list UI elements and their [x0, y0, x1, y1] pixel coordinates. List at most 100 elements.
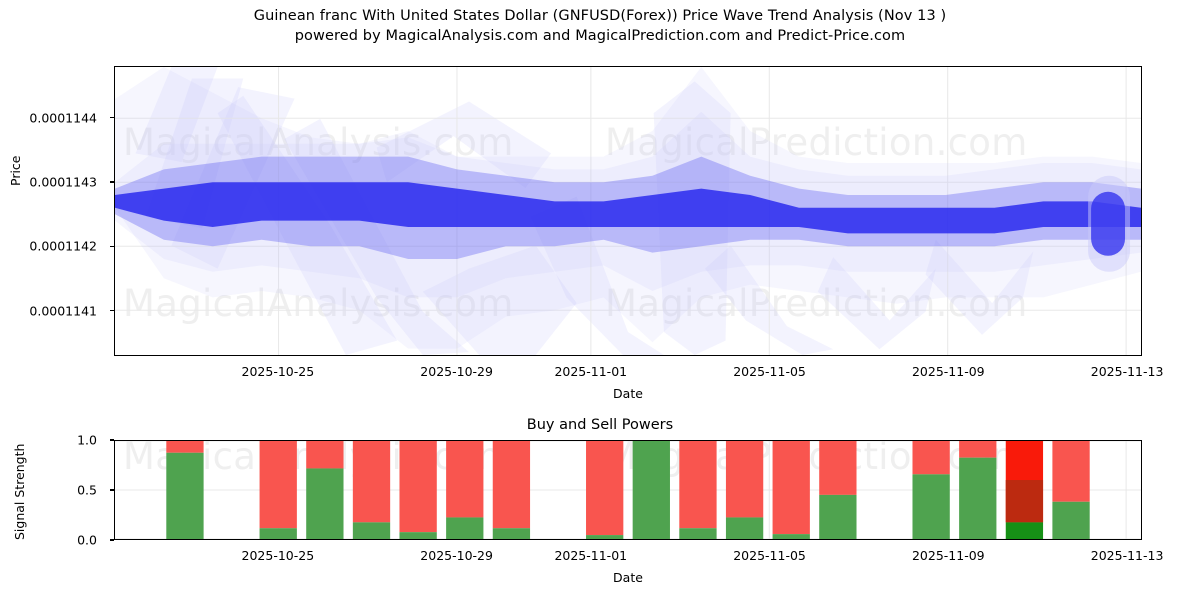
signal-bar[interactable] — [399, 441, 437, 539]
buy-power-segment — [772, 534, 810, 539]
x-tick-label: 2025-11-13 — [1090, 364, 1164, 379]
price-y-ticks: 0.0001141 0.0001142 0.0001143 0.0001144 — [0, 0, 106, 600]
price-y-tick-label: 0.0001141 — [29, 303, 97, 319]
signal-bar[interactable] — [306, 441, 344, 539]
sell-power-segment — [166, 441, 204, 453]
signal-bar[interactable] — [259, 441, 297, 539]
sell-power-segment — [259, 441, 297, 529]
signal-y-tick-label: 0.5 — [77, 482, 97, 498]
price-wave-streak — [284, 118, 470, 355]
price-wave-band — [115, 182, 1141, 234]
signal-y-tick-mark — [110, 539, 114, 541]
signal-y-ticks: 0.0 0.5 1.0 — [0, 0, 106, 600]
buy-power-segment — [586, 535, 624, 539]
buy-power-segment — [679, 528, 717, 539]
price-wave-streak — [817, 257, 936, 350]
signal-x-axis-label: Date — [613, 570, 643, 585]
buy-sell-svg — [115, 441, 1141, 539]
signal-bar[interactable] — [679, 441, 717, 539]
signal-y-tick-mark — [110, 439, 114, 441]
signal-bar[interactable] — [632, 441, 670, 539]
buy-power-segment — [819, 494, 857, 539]
price-wave-streak — [925, 239, 1034, 335]
buy-power-segment — [446, 517, 484, 539]
x-tick-label: 2025-11-13 — [1090, 548, 1164, 563]
buy-power-segment — [166, 452, 204, 539]
page-title: Guinean franc With United States Dollar … — [0, 6, 1200, 46]
sell-power-segment — [492, 441, 531, 529]
price-wave-streak — [135, 67, 218, 163]
buy-power-segment — [1005, 522, 1044, 539]
price-wave-streak — [704, 245, 834, 355]
signal-y-tick-label: 1.0 — [77, 432, 97, 448]
sell-power-segment-dark — [1005, 480, 1044, 523]
x-tick-label: 2025-11-05 — [733, 548, 806, 563]
price-y-tick-label: 0.0001143 — [29, 174, 97, 190]
x-tick-label: 2025-10-29 — [420, 548, 493, 563]
buy-power-segment — [306, 468, 344, 539]
x-tick-label: 2025-11-09 — [911, 548, 985, 563]
buy-power-segment — [352, 522, 391, 539]
price-wave-streak — [376, 101, 552, 188]
buy-power-segment — [959, 457, 997, 539]
sell-power-segment — [959, 441, 997, 458]
sell-power-segment — [586, 441, 624, 536]
signal-bar[interactable] — [166, 441, 204, 539]
sell-power-segment — [912, 441, 950, 475]
price-wave-streak — [422, 245, 577, 355]
signal-bar[interactable] — [772, 441, 810, 539]
buy-power-segment — [725, 517, 764, 539]
price-wave-tip-core — [1091, 191, 1126, 256]
price-y-tick-label: 0.0001142 — [29, 238, 97, 254]
price-wave-plot: MagicalAnalysis.com MagicalPrediction.co… — [114, 66, 1142, 356]
signal-bar[interactable] — [912, 441, 950, 539]
buy-power-segment — [492, 528, 531, 539]
sell-power-segment — [306, 441, 344, 469]
price-y-tick-label: 0.0001144 — [29, 110, 97, 126]
price-wave-streak — [217, 95, 398, 355]
buy-power-segment — [912, 474, 950, 539]
price-wave-streak — [530, 196, 664, 355]
x-tick-label: 2025-10-25 — [241, 364, 315, 379]
signal-bar[interactable] — [819, 441, 857, 539]
signal-bar[interactable] — [446, 441, 484, 539]
sell-power-segment — [352, 441, 391, 523]
buy-sell-plot: MagicalAnalysis.com MagicalPrediction.co… — [114, 440, 1142, 540]
x-tick-label: 2025-11-09 — [911, 364, 985, 379]
sell-power-segment — [819, 441, 857, 495]
title-line-1: Guinean franc With United States Dollar … — [253, 8, 947, 24]
price-y-tick-mark — [110, 181, 114, 183]
buy-power-segment — [632, 441, 670, 539]
sell-power-segment — [399, 441, 437, 533]
signal-bar[interactable] — [352, 441, 391, 539]
buy-power-segment — [1052, 501, 1090, 539]
signal-bar[interactable] — [725, 441, 764, 539]
price-wave-svg — [115, 67, 1141, 355]
signal-bar[interactable] — [1052, 441, 1090, 539]
x-tick-label: 2025-11-01 — [554, 364, 628, 379]
price-y-tick-mark — [110, 116, 114, 119]
x-tick-label: 2025-10-29 — [420, 364, 493, 379]
x-tick-label: 2025-11-01 — [554, 548, 628, 563]
sell-power-segment — [679, 441, 717, 529]
buy-power-segment — [259, 528, 297, 539]
title-line-2: powered by MagicalAnalysis.com and Magic… — [294, 28, 906, 44]
price-x-axis-label: Date — [613, 386, 643, 401]
x-tick-label: 2025-11-05 — [733, 364, 806, 379]
sell-power-segment — [725, 441, 764, 518]
price-y-tick-mark — [110, 245, 114, 248]
sell-power-segment — [446, 441, 484, 518]
signal-bar[interactable] — [586, 441, 624, 539]
signal-y-tick-mark — [110, 489, 114, 491]
buy-power-segment — [399, 532, 437, 539]
signal-y-tick-label: 0.0 — [77, 532, 97, 548]
x-tick-label: 2025-10-25 — [241, 548, 315, 563]
signal-bar[interactable] — [492, 441, 531, 539]
sell-power-segment — [1052, 441, 1090, 502]
buy-sell-title: Buy and Sell Powers — [526, 417, 674, 433]
price-y-tick-mark — [110, 310, 114, 312]
signal-bar[interactable] — [959, 441, 997, 539]
sell-power-segment — [772, 441, 810, 535]
signal-bar[interactable] — [1005, 441, 1044, 539]
